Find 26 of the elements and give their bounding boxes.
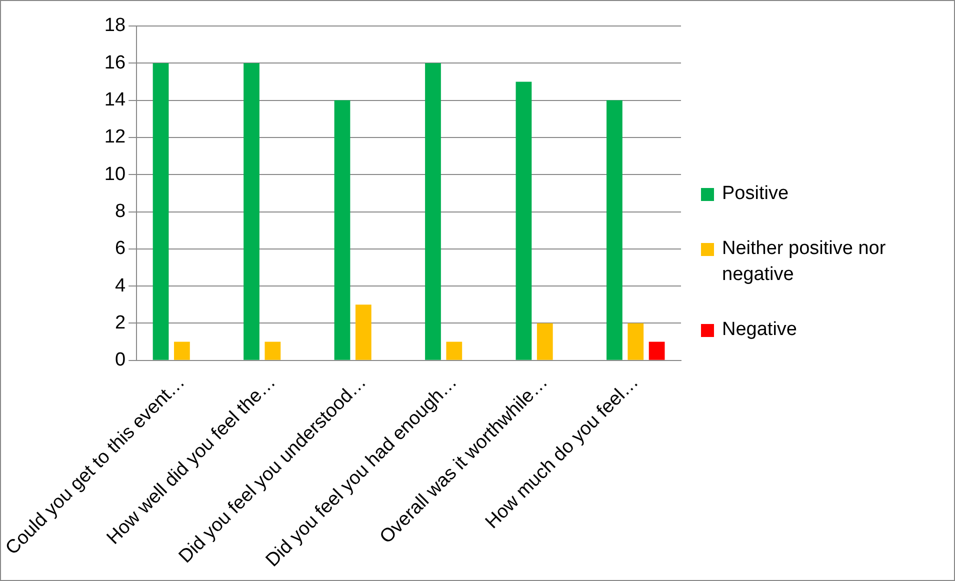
bar <box>244 63 260 360</box>
y-tick-label: 14 <box>104 90 126 111</box>
bar <box>606 100 622 360</box>
bar <box>516 82 532 360</box>
bar <box>152 63 169 360</box>
bar <box>446 342 462 360</box>
y-tick-label: 18 <box>104 15 126 36</box>
bar <box>648 342 665 360</box>
bar <box>334 100 350 360</box>
y-tick-label: 0 <box>115 350 126 371</box>
bar <box>355 304 372 360</box>
bar <box>425 63 441 360</box>
legend-label: Neither positive nor negative <box>722 236 887 288</box>
legend-label: Positive <box>722 182 789 206</box>
y-tick-label: 12 <box>104 126 126 148</box>
bar <box>264 342 281 360</box>
y-tick-label: 4 <box>115 275 126 296</box>
y-tick-label: 2 <box>115 312 126 334</box>
bar <box>536 323 553 360</box>
bar <box>628 323 644 360</box>
y-tick-label: 16 <box>104 52 126 74</box>
y-tick-label: 10 <box>104 164 126 185</box>
y-tick-label: 6 <box>115 238 126 260</box>
y-tick-label: 8 <box>115 201 126 222</box>
legend-label: Negative <box>722 318 797 342</box>
bar <box>174 342 190 360</box>
